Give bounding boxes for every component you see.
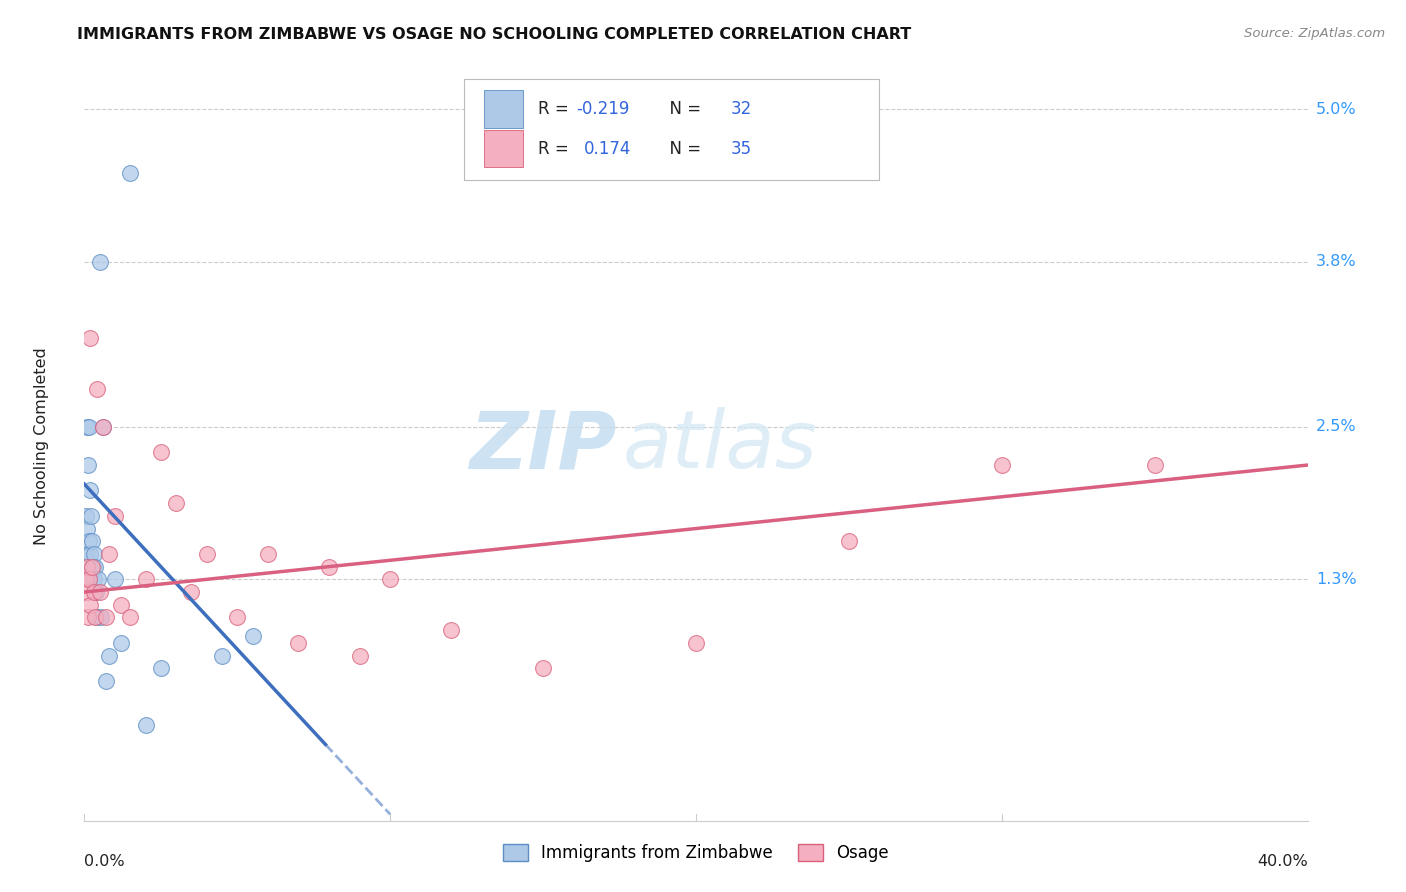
Point [76, 559, 98, 574]
Text: 3.8%: 3.8% [1316, 254, 1357, 269]
Text: IMMIGRANTS FROM ZIMBABWE VS OSAGE NO SCHOOLING COMPLETED CORRELATION CHART: IMMIGRANTS FROM ZIMBABWE VS OSAGE NO SCH… [77, 27, 911, 42]
Text: -0.219: -0.219 [576, 100, 630, 118]
Point [195, 547, 218, 561]
Text: 0.174: 0.174 [583, 139, 631, 158]
Text: 35: 35 [730, 139, 751, 158]
Point [76, 420, 98, 434]
Point [226, 610, 249, 624]
Point [135, 572, 157, 586]
Point [77, 458, 100, 472]
FancyBboxPatch shape [484, 130, 523, 168]
Point [149, 661, 172, 675]
Text: 40.0%: 40.0% [1257, 855, 1308, 870]
Point [120, 610, 142, 624]
Text: No Schooling Completed: No Schooling Completed [34, 347, 49, 545]
Point [991, 458, 1014, 472]
Point [135, 718, 157, 732]
Point [349, 648, 371, 663]
Point [84, 610, 107, 624]
Text: atlas: atlas [623, 407, 817, 485]
Point [79, 598, 101, 612]
Point [94, 610, 117, 624]
Point [257, 547, 280, 561]
Point [91, 420, 114, 434]
Text: 32: 32 [730, 100, 751, 118]
Point [76, 522, 98, 536]
Point [90, 610, 112, 624]
Point [79, 572, 101, 586]
Point [83, 547, 105, 561]
Legend: Immigrants from Zimbabwe, Osage: Immigrants from Zimbabwe, Osage [496, 837, 896, 869]
Point [79, 331, 101, 345]
Point [77, 610, 100, 624]
Text: 1.3%: 1.3% [1316, 572, 1357, 587]
Point [76, 559, 98, 574]
Point [97, 547, 120, 561]
Point [80, 559, 103, 574]
Point [83, 585, 105, 599]
Point [87, 572, 110, 586]
Point [77, 534, 100, 549]
FancyBboxPatch shape [484, 90, 523, 128]
Point [440, 623, 463, 637]
Point [287, 636, 309, 650]
Point [80, 508, 103, 523]
Point [79, 547, 101, 561]
Point [531, 661, 554, 675]
Point [82, 559, 104, 574]
Point [110, 598, 132, 612]
Point [685, 636, 707, 650]
Text: 5.0%: 5.0% [1316, 102, 1357, 117]
Text: R =: R = [538, 100, 574, 118]
Point [180, 585, 202, 599]
Text: N =: N = [659, 139, 707, 158]
Point [83, 572, 105, 586]
FancyBboxPatch shape [464, 78, 880, 180]
Text: N =: N = [659, 100, 707, 118]
Point [211, 648, 233, 663]
Point [318, 559, 340, 574]
Text: 2.5%: 2.5% [1316, 419, 1357, 434]
Point [94, 673, 117, 688]
Point [104, 572, 127, 586]
Point [76, 585, 98, 599]
Text: 0.0%: 0.0% [84, 855, 125, 870]
Point [91, 420, 114, 434]
Point [79, 483, 101, 498]
Point [838, 534, 860, 549]
Point [80, 534, 103, 549]
Point [149, 445, 172, 459]
Text: ZIP: ZIP [470, 407, 616, 485]
Point [89, 585, 111, 599]
Point [86, 382, 108, 396]
Point [86, 610, 108, 624]
Point [380, 572, 402, 586]
Point [75, 508, 97, 523]
Point [75, 547, 97, 561]
Text: Source: ZipAtlas.com: Source: ZipAtlas.com [1244, 27, 1385, 40]
Point [104, 508, 127, 523]
Text: R =: R = [538, 139, 579, 158]
Point [165, 496, 187, 510]
Point [77, 572, 100, 586]
Point [1143, 458, 1166, 472]
Point [75, 572, 97, 586]
Point [89, 255, 111, 269]
Point [242, 630, 264, 644]
Point [84, 559, 107, 574]
Point [120, 166, 142, 180]
Point [84, 585, 107, 599]
Point [110, 636, 132, 650]
Point [77, 420, 100, 434]
Point [97, 648, 120, 663]
